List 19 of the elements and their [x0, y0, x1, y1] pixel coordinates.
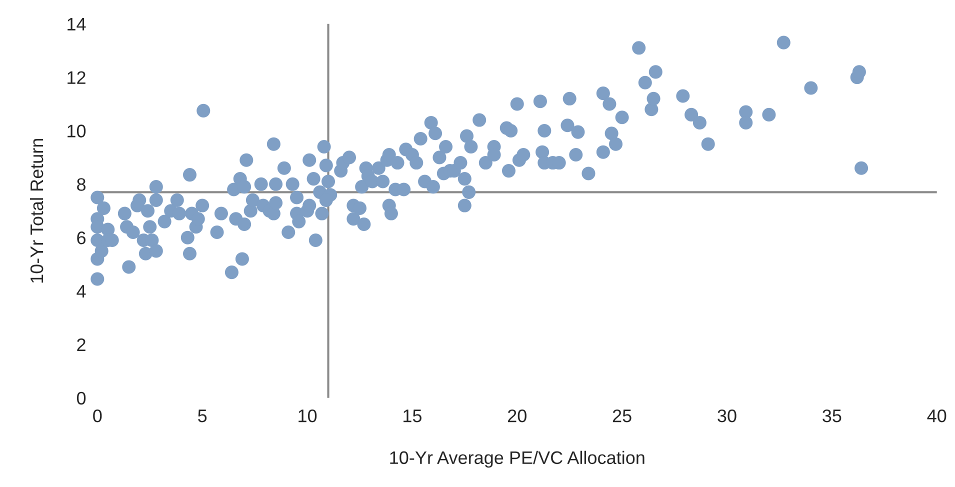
- x-tick-label: 15: [404, 410, 422, 422]
- y-tick-label: 8: [77, 178, 86, 191]
- y-tick-label: 12: [68, 71, 86, 84]
- y-tick-label: 2: [77, 338, 86, 351]
- x-tick-label: 5: [198, 410, 207, 422]
- x-tick-label: 30: [718, 409, 736, 422]
- x-tick-label: 35: [822, 409, 842, 422]
- x-axis-title: 10-Yr Average PE/VC Allocation: [390, 450, 644, 468]
- x-tick-label: 0: [93, 409, 102, 422]
- y-tick-label: 4: [76, 285, 86, 298]
- x-tick-label: 20: [508, 409, 526, 422]
- y-tick-label: 6: [77, 232, 86, 244]
- y-tick-label: 14: [68, 18, 86, 30]
- y-tick-label: 0: [76, 392, 86, 405]
- x-tick-label: 40: [927, 409, 946, 422]
- x-tick-label: 10: [298, 409, 317, 422]
- y-axis-title: 10-Yr Total Return: [30, 138, 44, 283]
- x-tick-label: 25: [612, 409, 632, 422]
- y-tick-label: 10: [68, 124, 86, 138]
